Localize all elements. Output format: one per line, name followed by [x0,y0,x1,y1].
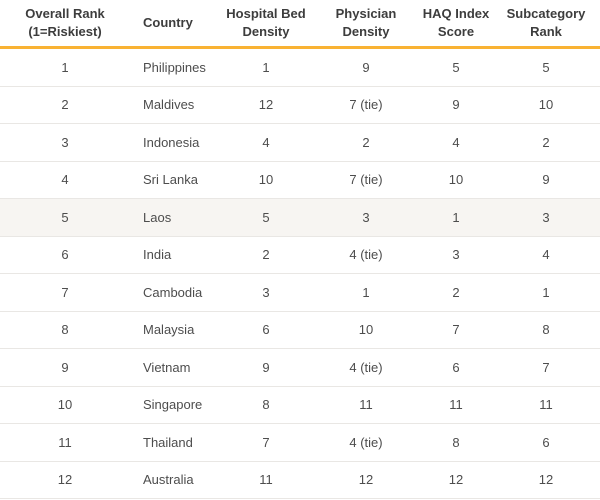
cell-sri-lanka-overall-rank-1-riskiest: 4 [0,161,130,199]
cell-singapore-country: Singapore [130,386,220,424]
cell-laos-hospital-bed-density: 5 [220,198,312,237]
cell-vietnam-subcategory-rank: 7 [492,348,600,387]
cell-australia-overall-rank-1-riskiest: 12 [0,461,130,499]
cell-india-haq-index-score: 3 [420,236,492,274]
cell-australia-country: Australia [130,461,220,499]
cell-thailand-hospital-bed-density: 7 [220,423,312,462]
cell-malaysia-hospital-bed-density: 6 [220,311,312,349]
cell-maldives-overall-rank-1-riskiest: 2 [0,86,130,124]
table-row-malaysia: 8 Malaysia 6 10 7 8 [0,311,600,349]
table-header: Overall Rank (1=Riskiest) Country Hospital… [0,0,600,49]
cell-thailand-haq-index-score: 8 [420,423,492,462]
column-header-haq-index-score: HAQ Index Score [420,0,492,49]
cell-cambodia-overall-rank-1-riskiest: 7 [0,273,130,312]
cell-singapore-overall-rank-1-riskiest: 10 [0,386,130,424]
table-row-cambodia: 7 Cambodia 3 1 2 1 [0,273,600,312]
cell-sri-lanka-country: Sri Lanka [130,161,220,199]
cell-cambodia-hospital-bed-density: 3 [220,273,312,312]
cell-vietnam-country: Vietnam [130,348,220,387]
table-row-philippines: 1 Philippines 1 9 5 5 [0,47,600,87]
cell-laos-overall-rank-1-riskiest: 5 [0,198,130,237]
cell-vietnam-overall-rank-1-riskiest: 9 [0,348,130,387]
cell-malaysia-overall-rank-1-riskiest: 8 [0,311,130,349]
cell-philippines-physician-density: 9 [312,47,420,87]
cell-thailand-subcategory-rank: 6 [492,423,600,462]
cell-australia-subcategory-rank: 12 [492,461,600,499]
column-header-hospital-bed-density: Hospital Bed Density [220,0,312,49]
cell-vietnam-physician-density: 4 (tie) [312,348,420,387]
cell-singapore-subcategory-rank: 11 [492,386,600,424]
table-row-maldives: 2 Maldives 12 7 (tie) 9 10 [0,86,600,124]
cell-indonesia-overall-rank-1-riskiest: 3 [0,123,130,162]
cell-philippines-haq-index-score: 5 [420,47,492,87]
cell-philippines-hospital-bed-density: 1 [220,47,312,87]
cell-thailand-country: Thailand [130,423,220,462]
cell-india-hospital-bed-density: 2 [220,236,312,274]
cell-cambodia-subcategory-rank: 1 [492,273,600,312]
cell-indonesia-physician-density: 2 [312,123,420,162]
cell-indonesia-country: Indonesia [130,123,220,162]
cell-malaysia-subcategory-rank: 8 [492,311,600,349]
cell-maldives-haq-index-score: 9 [420,86,492,124]
cell-maldives-physician-density: 7 (tie) [312,86,420,124]
column-header-overall-rank-1-riskiest: Overall Rank (1=Riskiest) [0,0,130,49]
cell-philippines-subcategory-rank: 5 [492,47,600,87]
cell-laos-country: Laos [130,198,220,237]
cell-singapore-physician-density: 11 [312,386,420,424]
table-row-vietnam: 9 Vietnam 9 4 (tie) 6 7 [0,348,600,387]
cell-cambodia-physician-density: 1 [312,273,420,312]
cell-malaysia-physician-density: 10 [312,311,420,349]
cell-maldives-country: Maldives [130,86,220,124]
cell-maldives-hospital-bed-density: 12 [220,86,312,124]
cell-singapore-haq-index-score: 11 [420,386,492,424]
cell-vietnam-hospital-bed-density: 9 [220,348,312,387]
cell-maldives-subcategory-rank: 10 [492,86,600,124]
table-row-sri-lanka: 4 Sri Lanka 10 7 (tie) 10 9 [0,161,600,199]
cell-india-country: India [130,236,220,274]
cell-sri-lanka-physician-density: 7 (tie) [312,161,420,199]
cell-thailand-physician-density: 4 (tie) [312,423,420,462]
table-row-thailand: 11 Thailand 7 4 (tie) 8 6 [0,423,600,462]
table-row-singapore: 10 Singapore 8 11 11 11 [0,386,600,424]
cell-indonesia-hospital-bed-density: 4 [220,123,312,162]
cell-indonesia-haq-index-score: 4 [420,123,492,162]
cell-laos-subcategory-rank: 3 [492,198,600,237]
cell-australia-hospital-bed-density: 11 [220,461,312,499]
column-header-country: Country [130,0,220,49]
cell-sri-lanka-subcategory-rank: 9 [492,161,600,199]
table-body: 1 Philippines 1 9 5 5 2 Maldives 12 7 (tie) 9 10 3 In… [0,47,600,499]
table-row-australia: 12 Australia 11 12 12 12 [0,461,600,499]
header-row: Overall Rank (1=Riskiest) Country Hospital… [0,0,600,49]
cell-malaysia-country: Malaysia [130,311,220,349]
cell-philippines-overall-rank-1-riskiest: 1 [0,47,130,87]
cell-india-physician-density: 4 (tie) [312,236,420,274]
cell-cambodia-country: Cambodia [130,273,220,312]
cell-laos-physician-density: 3 [312,198,420,237]
column-header-subcategory-rank: Subcategory Rank [492,0,600,49]
table-row-indonesia: 3 Indonesia 4 2 4 2 [0,123,600,162]
cell-thailand-overall-rank-1-riskiest: 11 [0,423,130,462]
cell-vietnam-haq-index-score: 6 [420,348,492,387]
cell-india-subcategory-rank: 4 [492,236,600,274]
cell-cambodia-haq-index-score: 2 [420,273,492,312]
cell-laos-haq-index-score: 1 [420,198,492,237]
cell-australia-haq-index-score: 12 [420,461,492,499]
cell-philippines-country: Philippines [130,47,220,87]
cell-australia-physician-density: 12 [312,461,420,499]
cell-malaysia-haq-index-score: 7 [420,311,492,349]
cell-sri-lanka-hospital-bed-density: 10 [220,161,312,199]
cell-india-overall-rank-1-riskiest: 6 [0,236,130,274]
table-row-india: 6 India 2 4 (tie) 3 4 [0,236,600,274]
cell-sri-lanka-haq-index-score: 10 [420,161,492,199]
cell-indonesia-subcategory-rank: 2 [492,123,600,162]
column-header-physician-density: Physician Density [312,0,420,49]
table-row-laos: 5 Laos 5 3 1 3 [0,198,600,237]
cell-singapore-hospital-bed-density: 8 [220,386,312,424]
